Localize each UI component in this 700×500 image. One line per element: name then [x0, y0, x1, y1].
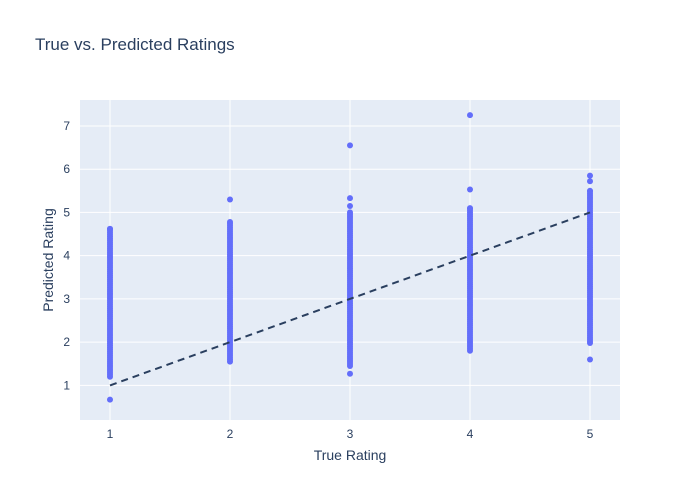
y-axis-title: Predicted Rating: [40, 208, 56, 312]
data-point: [347, 209, 353, 216]
y-tick-label: 5: [63, 205, 70, 219]
x-axis-title: True Rating: [314, 447, 387, 463]
reference-line: [109, 211, 591, 387]
data-point: [467, 205, 473, 212]
y-tick-label: 4: [63, 249, 70, 263]
x-tick-label: 4: [467, 427, 474, 441]
x-tick-label: 2: [227, 427, 234, 441]
data-point: [587, 187, 593, 194]
y-tick-label: 1: [63, 378, 70, 392]
x-tick-label: 5: [587, 427, 594, 441]
y-tick-label: 3: [63, 292, 70, 306]
data-point: [347, 195, 353, 202]
data-point: [347, 202, 353, 209]
data-point: [587, 178, 593, 185]
x-tick-label: 1: [107, 427, 114, 441]
y-tick-label: 7: [63, 119, 70, 133]
chart-title: True vs. Predicted Ratings: [35, 35, 235, 54]
y-tick-labels: 1 2 3 4 5 6 7: [63, 119, 70, 392]
data-point: [467, 112, 473, 119]
data-point: [467, 186, 473, 193]
data-point: [347, 142, 353, 149]
data-points: [107, 112, 593, 403]
data-point: [227, 218, 233, 225]
x-tick-labels: 1 2 3 4 5: [107, 427, 594, 441]
data-point: [587, 356, 593, 363]
y-tick-label: 2: [63, 335, 70, 349]
x-tick-label: 3: [347, 427, 354, 441]
data-point: [107, 225, 113, 232]
data-point: [347, 370, 353, 377]
data-point: [227, 196, 233, 203]
data-point: [587, 172, 593, 179]
y-tick-label: 6: [63, 162, 70, 176]
data-point: [107, 396, 113, 403]
